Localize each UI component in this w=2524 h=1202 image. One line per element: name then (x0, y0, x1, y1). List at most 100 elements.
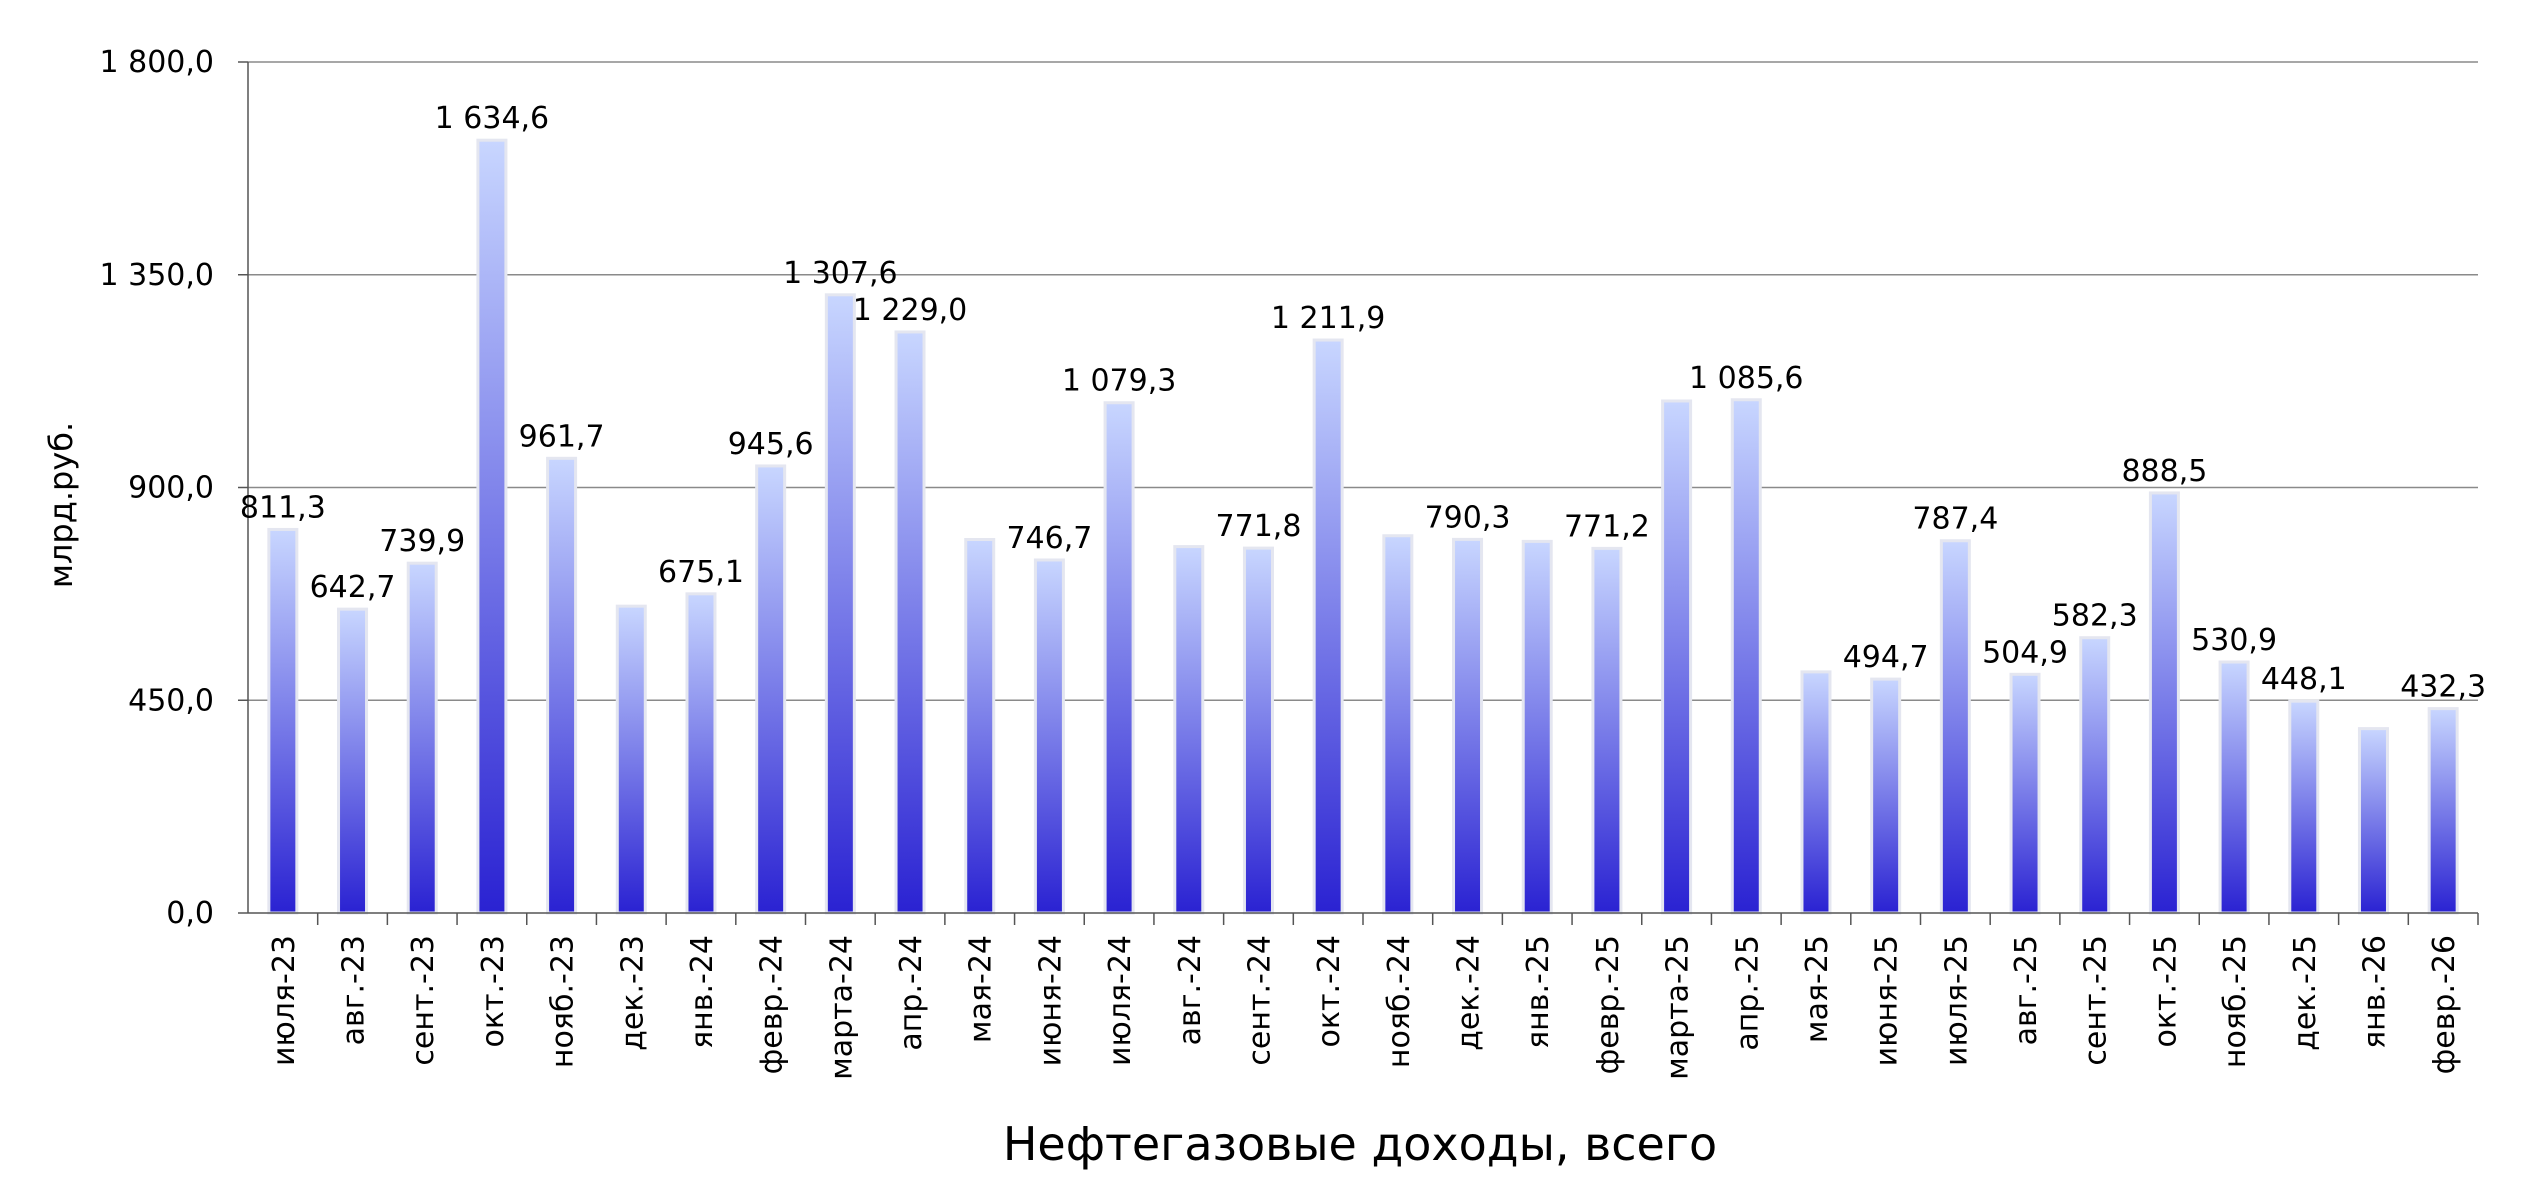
x-tick-label: июня-24 (1033, 935, 1068, 1066)
data-label: 961,7 (519, 419, 605, 454)
x-tick-labels: июля-23 авг.-23 сент.-23 окт.-23 нояб.-23 дек… (267, 935, 2462, 1080)
x-tick-label: нояб.-24 (1382, 935, 1417, 1068)
data-label: 1 634,6 (435, 101, 550, 136)
data-label: 1 085,6 (1689, 361, 1804, 396)
data-label: 675,1 (658, 555, 744, 590)
data-label: 787,4 (1912, 502, 1998, 537)
data-label: 1 229,0 (853, 293, 968, 328)
bar (685, 592, 717, 915)
bar (615, 604, 647, 915)
y-tick-label: 1 800,0 (99, 45, 214, 80)
data-label: 739,9 (379, 524, 465, 559)
bar (406, 561, 438, 915)
bar (2357, 727, 2389, 915)
x-tick-label: авг.-24 (1173, 935, 1208, 1045)
data-label: 1 211,9 (1271, 301, 1386, 336)
y-tick-label: 450,0 (128, 683, 214, 718)
x-tick-label: окт.-23 (476, 935, 511, 1048)
x-tick-label: авг.-25 (2009, 935, 2044, 1045)
data-label: 790,3 (1425, 500, 1511, 535)
y-tick-label: 0,0 (166, 896, 214, 931)
bar (2079, 636, 2111, 915)
x-tick-label: апр.-24 (894, 935, 929, 1051)
data-label: 888,5 (2121, 454, 2207, 489)
x-tick-label: авг.-23 (337, 935, 372, 1045)
bar (1800, 670, 1832, 915)
bar (1661, 399, 1693, 915)
x-tick-label: нояб.-25 (2218, 935, 2253, 1068)
data-label: 530,9 (2191, 623, 2277, 658)
bar (1033, 558, 1065, 915)
x-tick-label: мая-25 (1800, 935, 1835, 1043)
x-tick-label: марта-25 (1661, 935, 1696, 1080)
chart-title: Нефтегазовые доходы, всего (1003, 1117, 1717, 1171)
data-labels: 811,3 642,7 739,9 1 634,6 961,7 675,1 945,6 1 3… (240, 101, 2486, 704)
y-tick-label: 900,0 (128, 471, 214, 506)
axes (247, 62, 2479, 925)
x-tick-label: апр.-25 (1730, 935, 1765, 1051)
data-label: 771,2 (1564, 509, 1650, 544)
bar (2009, 672, 2041, 915)
data-label: 945,6 (728, 427, 814, 462)
x-tick-label: сент.-24 (1242, 935, 1277, 1066)
bar (1382, 534, 1414, 915)
y-axis-title: млрд.руб. (42, 422, 80, 588)
bar (2427, 707, 2459, 915)
x-tick-label: июля-24 (1103, 935, 1138, 1066)
data-label: 494,7 (1843, 640, 1929, 675)
x-tick-label: июня-25 (1870, 935, 1905, 1066)
bar (2148, 491, 2180, 915)
bar (1312, 338, 1344, 915)
bar (337, 607, 369, 915)
data-label: 746,7 (1006, 521, 1092, 556)
data-label: 642,7 (310, 570, 396, 605)
bar (2218, 660, 2250, 915)
x-tick-label: янв.-26 (2357, 935, 2392, 1049)
bar (894, 330, 926, 915)
x-tick-label: июля-25 (1939, 935, 1974, 1066)
bar (1452, 537, 1484, 915)
x-tick-label: сент.-23 (406, 935, 441, 1066)
data-label: 1 079,3 (1062, 364, 1177, 399)
bar (1521, 539, 1553, 915)
bar (964, 538, 996, 915)
bar (1242, 546, 1274, 915)
x-tick-label: февр.-25 (1591, 935, 1626, 1074)
data-label: 432,3 (2400, 670, 2486, 705)
bar (1103, 401, 1135, 915)
x-tick-label: дек.-23 (615, 935, 650, 1051)
x-tick-label: мая-24 (964, 935, 999, 1043)
data-label: 582,3 (2052, 599, 2138, 634)
x-tick-label: февр.-24 (755, 935, 790, 1074)
x-tick-label: окт.-24 (1312, 935, 1347, 1048)
x-tick-label: янв.-24 (685, 935, 720, 1049)
bar (2288, 699, 2320, 915)
x-tick-label: сент.-25 (2079, 935, 2114, 1066)
y-tick-label: 1 350,0 (99, 258, 214, 293)
bar (1870, 677, 1902, 915)
bar (1939, 539, 1971, 915)
bar (1173, 545, 1205, 915)
bar (755, 464, 787, 915)
bar (546, 456, 578, 915)
x-tick-label: марта-24 (824, 935, 859, 1080)
bar (267, 527, 299, 915)
x-tick-label: дек.-24 (1452, 935, 1487, 1051)
data-label: 771,8 (1216, 509, 1302, 544)
x-tick-label: дек.-25 (2288, 935, 2323, 1051)
data-label: 811,3 (240, 490, 326, 525)
x-tick-label: янв.-25 (1521, 935, 1556, 1049)
bar (824, 293, 856, 915)
data-label: 448,1 (2261, 662, 2347, 697)
x-tick-label: февр.-26 (2427, 935, 2462, 1074)
bars (267, 138, 2459, 915)
x-tick-label: июля-23 (267, 935, 302, 1066)
data-label: 1 307,6 (783, 256, 898, 291)
x-tick-label: окт.-25 (2148, 935, 2183, 1048)
bar (1730, 398, 1762, 915)
y-tick-labels: 0,0 450,0 900,0 1 350,0 1 800,0 (99, 45, 214, 931)
x-tick-label: нояб.-23 (546, 935, 581, 1068)
data-label: 504,9 (1982, 635, 2068, 670)
